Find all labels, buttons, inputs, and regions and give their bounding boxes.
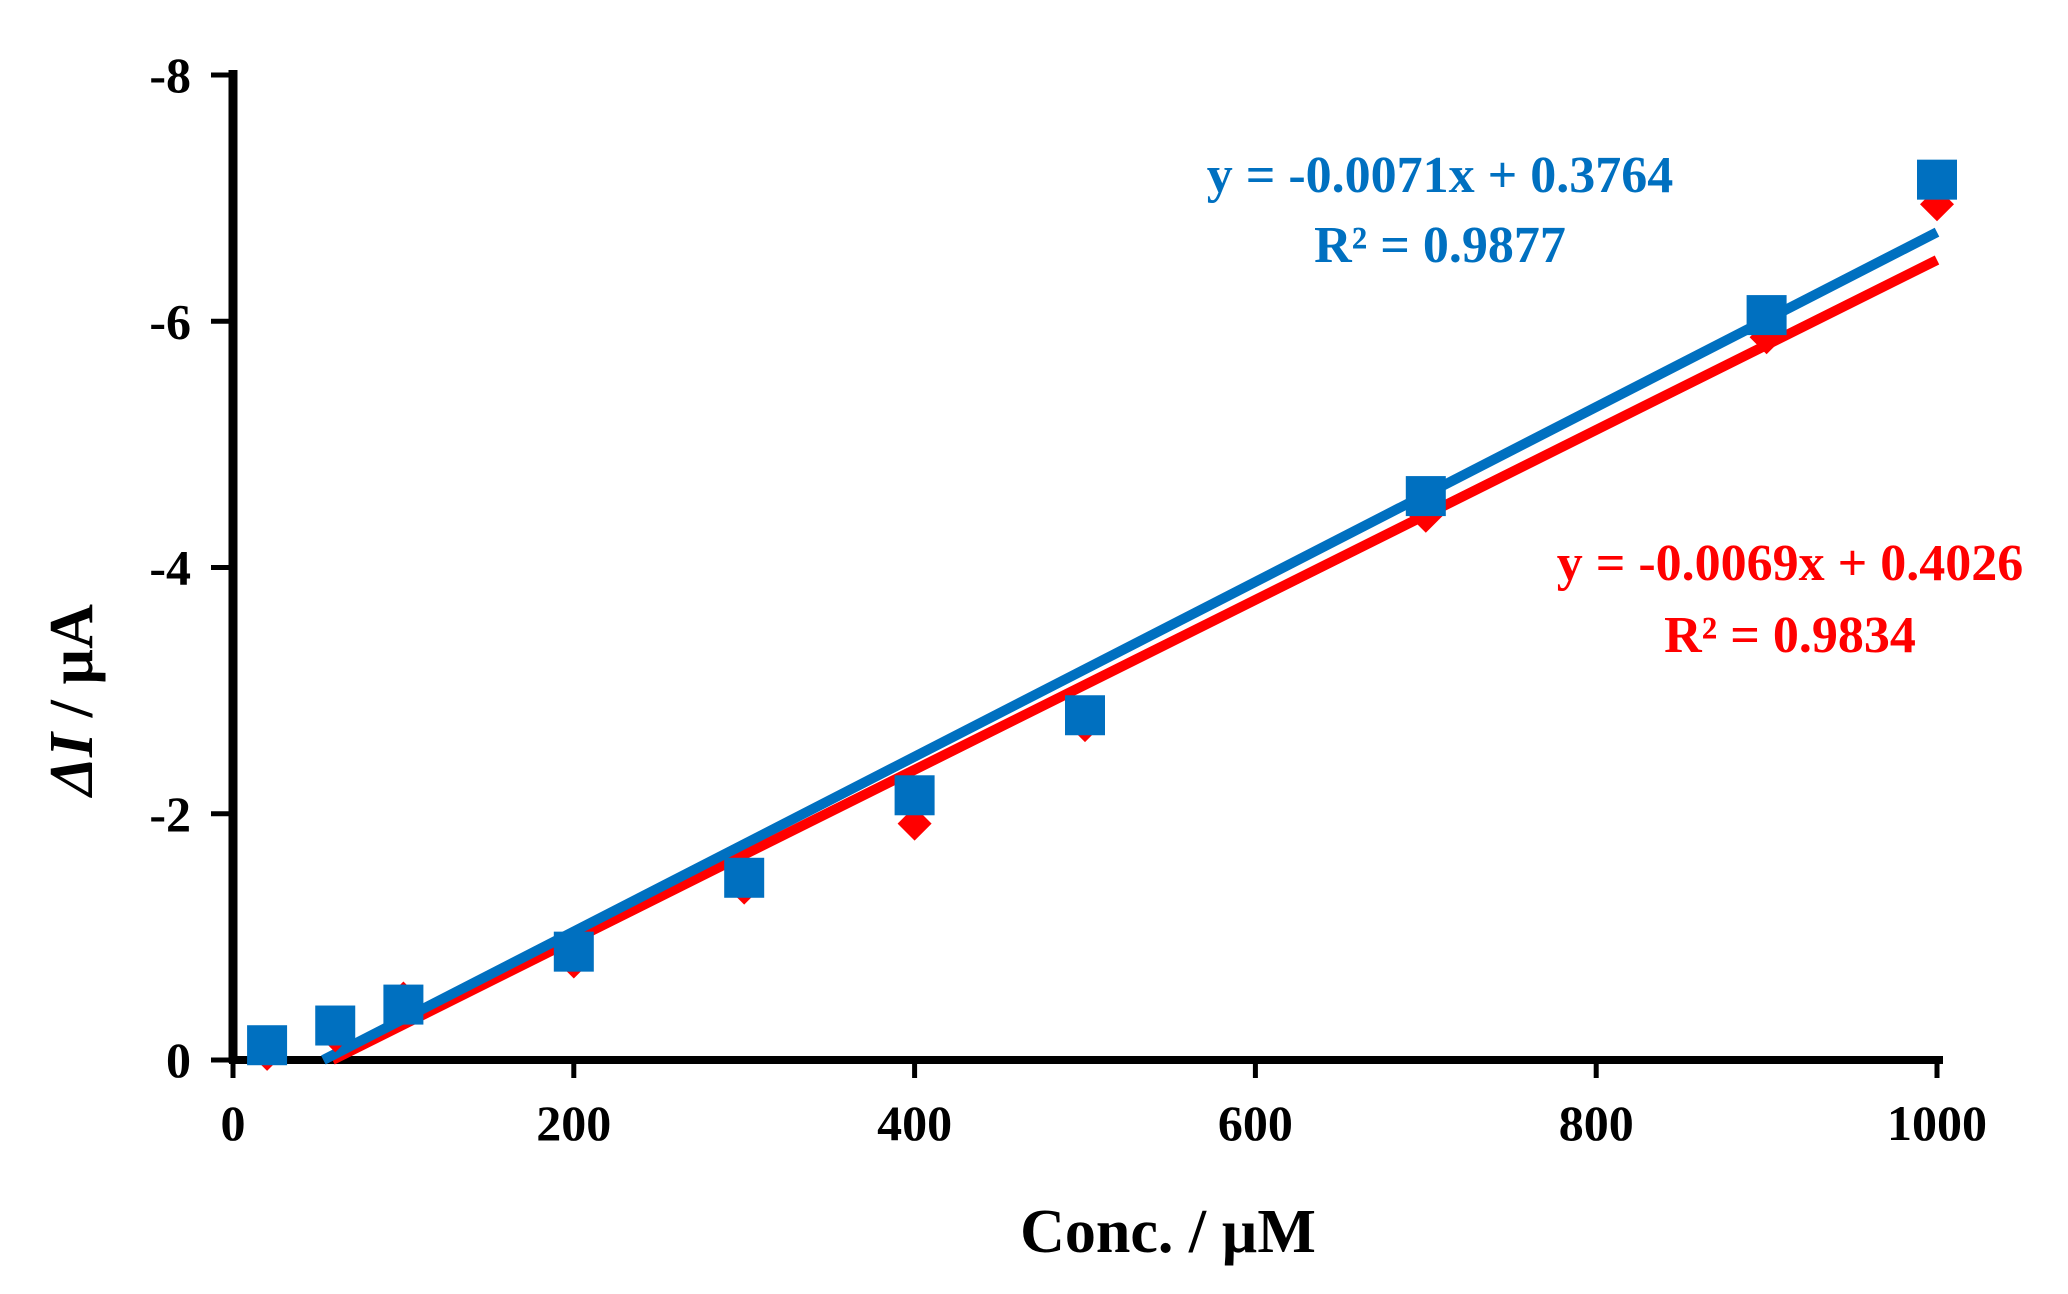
point-blue <box>553 931 594 972</box>
y-tick-label: -6 <box>149 293 191 349</box>
x-tick-label: 1000 <box>1887 1095 1987 1151</box>
y-axis-label-italic: ΔI <box>38 731 106 799</box>
axes: 0 200 400 600 800 1000 0 -2 -4 -6 -8 <box>149 47 1987 1151</box>
blue-r2: R² = 0.9877 <box>1314 217 1566 274</box>
point-blue <box>1746 295 1787 336</box>
blue-equation: y = -0.0071x + 0.3764 <box>1207 147 1674 204</box>
point-blue <box>1917 159 1957 200</box>
y-tick-label: 0 <box>166 1032 191 1088</box>
y-tick-label: -4 <box>149 540 191 596</box>
x-tick-label: 800 <box>1559 1095 1634 1151</box>
point-blue <box>383 984 424 1025</box>
x-tick-label: 400 <box>877 1095 952 1151</box>
red-equation: y = -0.0069x + 0.4026 <box>1557 535 2024 592</box>
y-tick-label: -8 <box>149 47 191 103</box>
trendlines <box>321 227 1940 1065</box>
x-axis-label: Conc. / µM <box>1020 1198 1316 1266</box>
y-tick-label: -2 <box>149 786 191 842</box>
point-blue <box>247 1025 288 1066</box>
red-r2: R² = 0.9834 <box>1664 607 1916 664</box>
y-axis-label: ΔI / µA <box>38 604 106 799</box>
trendline-red <box>330 255 1940 1065</box>
point-blue <box>894 775 935 816</box>
point-blue <box>1065 695 1105 736</box>
markers <box>247 159 1957 1071</box>
point-blue <box>1405 476 1446 517</box>
x-tick-label: 600 <box>1218 1095 1293 1151</box>
point-blue <box>724 857 765 898</box>
y-axis-label-unit: / µA <box>38 604 106 733</box>
x-tick-label: 0 <box>221 1095 246 1151</box>
x-tick-label: 200 <box>536 1095 611 1151</box>
trendline-blue <box>321 227 1940 1065</box>
point-blue <box>315 1005 356 1046</box>
